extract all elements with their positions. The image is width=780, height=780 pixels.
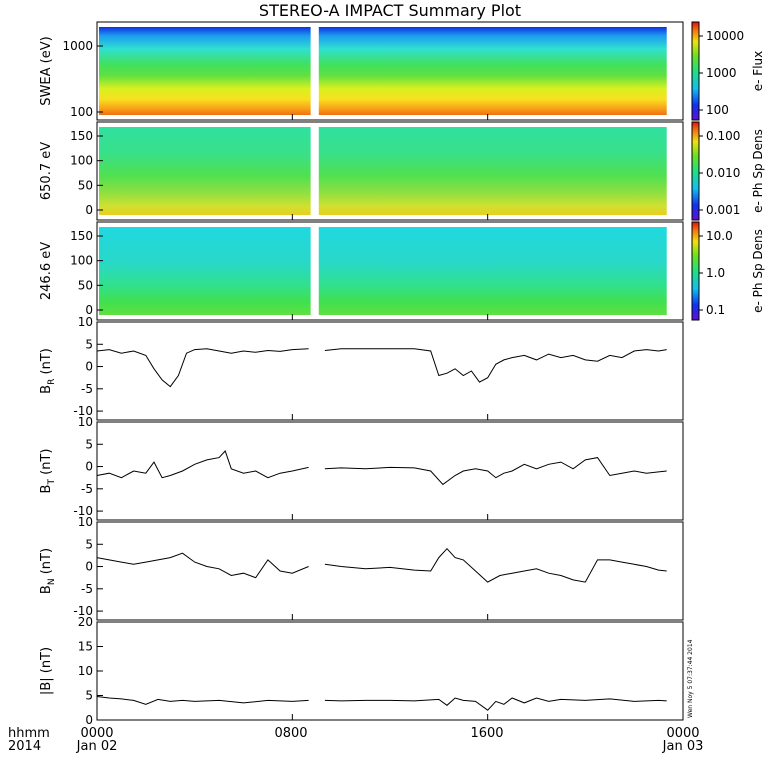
plot-title: STEREO-A IMPACT Summary Plot — [259, 1, 521, 20]
y-tick-label: 100 — [70, 254, 93, 268]
y-tick-label: 5 — [85, 689, 93, 703]
y-axis-label: BN (nT) — [39, 548, 57, 594]
y-tick-label: -10 — [73, 504, 93, 518]
colorbar — [691, 21, 700, 121]
series-line-1 — [96, 696, 309, 705]
colorbar-tick-label: 1.0 — [706, 266, 725, 280]
y-tick-label: 10 — [78, 415, 93, 429]
colorbar-label: e- Flux — [751, 51, 765, 91]
y-axis-label: |B| (nT) — [39, 647, 54, 695]
y-tick-label: 1000 — [62, 39, 93, 53]
y-tick-label: 0 — [85, 560, 93, 574]
colorbar-tick-label: 0.010 — [706, 166, 740, 180]
heatmap-block-a — [99, 127, 311, 215]
heatmap-block-b — [318, 27, 667, 115]
y-tick-label: 150 — [70, 229, 93, 243]
panel-3: 10.0 1.0 0.1 e- Ph Sp Dens 150 100 50 0 246.6 eV — [39, 221, 765, 321]
x-tick-label-2: 1600 — [470, 726, 503, 741]
y-tick-label: 50 — [78, 278, 93, 292]
y-tick-label: 10 — [78, 664, 93, 678]
series-line-2 — [324, 457, 667, 486]
y-tick-label: 0 — [85, 713, 93, 727]
y-tick-label: 5 — [85, 537, 93, 551]
panel-5: 10 5 0 -5 -10 BT (nT) — [39, 415, 684, 521]
colorbar-tick-label: 1000 — [706, 66, 737, 80]
panel-frame — [96, 121, 684, 221]
y-tick-label: -10 — [73, 404, 93, 418]
colorbar-tick-label: 100 — [706, 103, 729, 117]
y-tick-label: 150 — [70, 129, 93, 143]
colorbar-tick-label: 0.100 — [706, 129, 740, 143]
heatmap-block-a — [99, 227, 311, 315]
y-tick-label: -5 — [81, 482, 93, 496]
panel-2: 0.100 0.010 0.001 e- Ph Sp Dens 150 100 50 0 650… — [39, 121, 765, 221]
series-line-2 — [324, 348, 667, 383]
x-tick-label-0: 0000 — [80, 726, 113, 741]
date-label-end: Jan 03 — [662, 739, 704, 754]
panel-frame — [96, 521, 684, 621]
colorbar-label: e- Ph Sp Dens — [751, 129, 765, 213]
y-tick-label: 50 — [78, 178, 93, 192]
colorbar — [691, 121, 700, 221]
panel-frame — [96, 621, 684, 721]
y-tick-label: 5 — [85, 337, 93, 351]
heatmap-block-b — [318, 227, 667, 315]
panel-frame — [96, 21, 684, 121]
x-tick-label-3: 0000 — [666, 726, 699, 741]
y-tick-label: 10 — [78, 515, 93, 529]
series-line-1 — [96, 450, 309, 479]
panel-frame — [96, 421, 684, 521]
y-axis-label: SWEA (eV) — [39, 36, 54, 105]
timestamp-label: Wen Noy 5 07:37:44 2014 — [687, 639, 694, 718]
panel-frame — [96, 221, 684, 321]
panel-7: 20 15 10 5 0 |B| (nT) — [39, 615, 684, 727]
panel-4: 10 5 0 -5 -10 BR (nT) — [39, 315, 684, 421]
y-axis-label: 246.6 eV — [39, 242, 54, 300]
y-tick-label: 10 — [78, 315, 93, 329]
colorbar-tick-label: 0.001 — [706, 203, 740, 217]
y-tick-label: 0 — [85, 360, 93, 374]
y-tick-label: 0 — [85, 460, 93, 474]
colorbar-tick-label: 0.1 — [706, 303, 725, 317]
colorbar — [691, 221, 700, 321]
x-axis-labels: hhmm 2014 0000 0800 1600 0000 Jan 02 Jan… — [8, 726, 703, 754]
series-line-1 — [96, 348, 309, 388]
panel-6: 10 5 0 -5 -10 BN (nT) — [39, 515, 684, 621]
series-line-1 — [96, 552, 309, 579]
y-tick-label: -10 — [73, 604, 93, 618]
colorbar-tick-label: 10.0 — [706, 229, 733, 243]
y-tick-label: -5 — [81, 382, 93, 396]
series-line-2 — [324, 547, 667, 583]
y-tick-label: 100 — [70, 154, 93, 168]
y-tick-label: 20 — [78, 615, 93, 629]
colorbar-label: e- Ph Sp Dens — [751, 229, 765, 313]
year-label: 2014 — [8, 739, 41, 754]
x-tick-label-1: 0800 — [274, 726, 307, 741]
panel-frame — [96, 321, 684, 421]
y-tick-label: 15 — [78, 640, 93, 654]
y-axis-label: BT (nT) — [39, 449, 57, 494]
hhmm-label: hhmm — [8, 726, 50, 741]
heatmap-block-b — [318, 127, 667, 215]
y-axis-label: BR (nT) — [39, 348, 57, 394]
heatmap-block-a — [99, 27, 311, 115]
y-tick-label: 5 — [85, 437, 93, 451]
colorbar-tick-label: 10000 — [706, 29, 744, 43]
y-tick-label: 0 — [85, 303, 93, 317]
panel-1: 10000 1000 100 e- Flux 1000 100 SWEA (eV) — [39, 21, 765, 121]
y-axis-label: 650.7 eV — [39, 142, 54, 200]
date-label-start: Jan 02 — [76, 739, 118, 754]
series-line-2 — [324, 697, 667, 711]
y-tick-label: -5 — [81, 582, 93, 596]
y-tick-label: 100 — [70, 105, 93, 119]
y-tick-label: 0 — [85, 203, 93, 217]
